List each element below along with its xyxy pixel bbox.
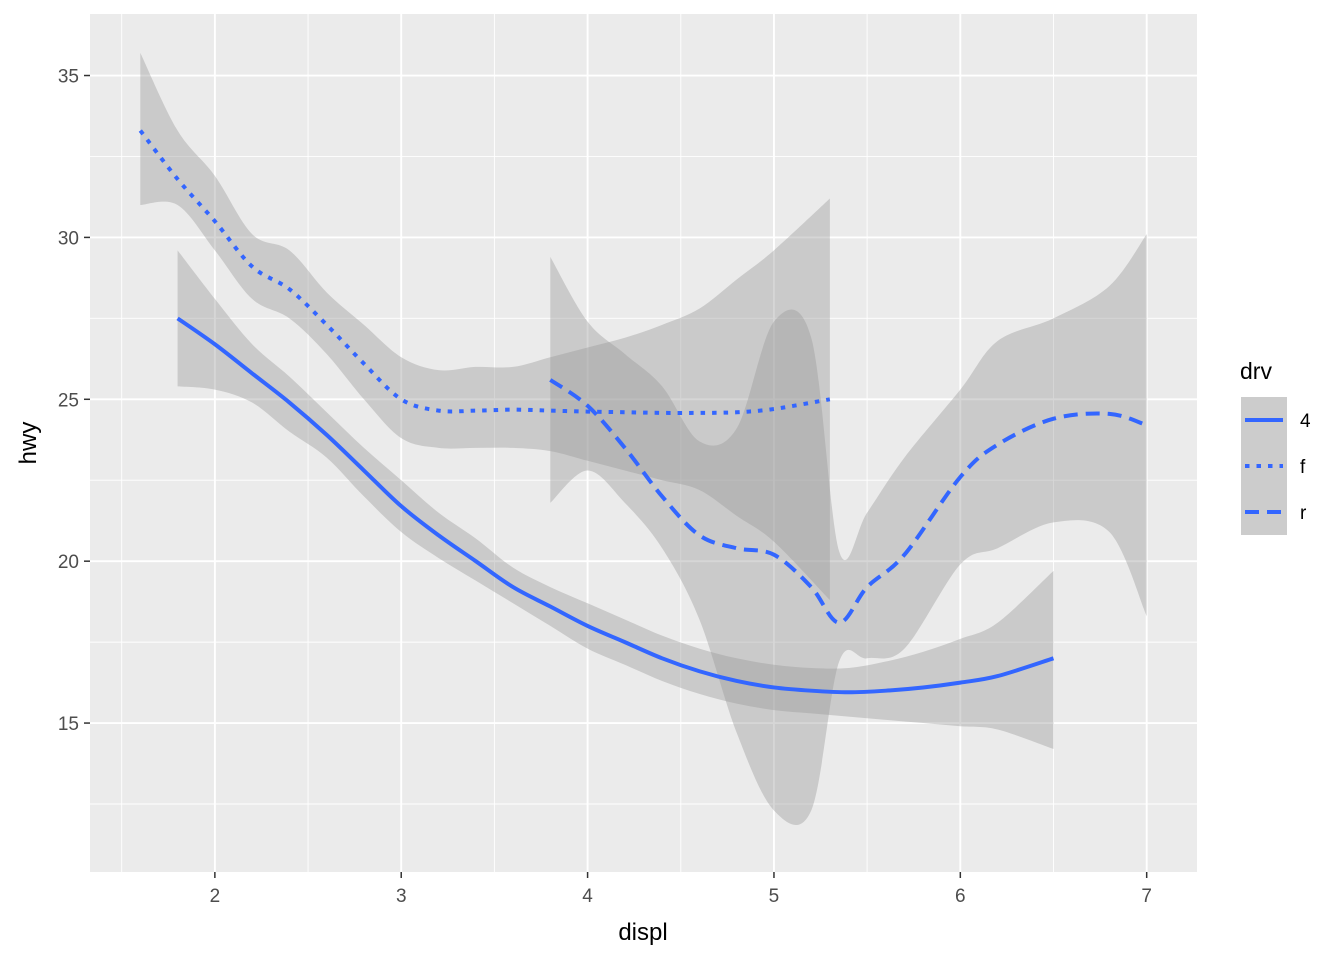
- legend-label-r: r: [1300, 503, 1307, 524]
- plot-panel: [90, 14, 1197, 872]
- series-line-f: [138, 129, 831, 415]
- minor-gridlines: [90, 14, 1197, 872]
- y-tick-label: 25: [58, 390, 79, 411]
- x-tick-label: 5: [769, 886, 780, 907]
- x-tick-label: 6: [955, 886, 966, 907]
- y-tick-label: 35: [58, 67, 79, 88]
- legend: drv 4 f r: [1240, 358, 1311, 535]
- legend-title: drv: [1240, 358, 1272, 384]
- y-tick-label: 30: [58, 228, 79, 249]
- x-axis: 2 3 4 5 6 7: [210, 872, 1152, 907]
- confidence-band-r: [550, 234, 1147, 825]
- y-axis-title: hwy: [15, 422, 42, 465]
- x-tick-label: 2: [210, 886, 221, 907]
- major-gridlines: [90, 14, 1197, 872]
- confidence-bands: [140, 52, 1147, 825]
- confidence-band-4: [177, 250, 1054, 749]
- x-tick-label: 7: [1141, 886, 1152, 907]
- series-line-r: [549, 378, 1148, 625]
- legend-label-4: 4: [1300, 411, 1311, 432]
- smooth-lines: [138, 129, 1148, 695]
- y-axis: 15 20 25 30 35: [58, 67, 90, 735]
- confidence-band-f: [140, 52, 830, 601]
- y-tick-label: 15: [58, 714, 79, 735]
- x-tick-label: 4: [582, 886, 593, 907]
- legend-label-f: f: [1300, 457, 1306, 478]
- x-axis-title: displ: [618, 919, 667, 946]
- x-tick-label: 3: [396, 886, 407, 907]
- series-line-4: [176, 316, 1055, 695]
- y-tick-label: 20: [58, 552, 79, 573]
